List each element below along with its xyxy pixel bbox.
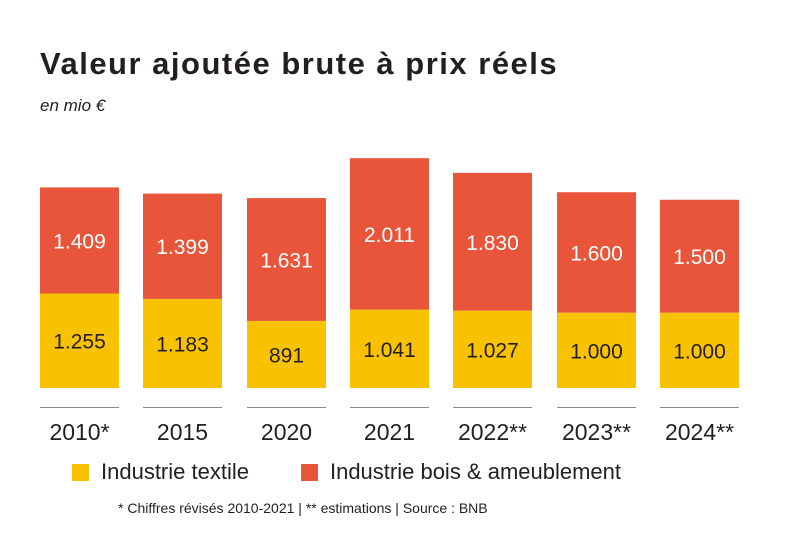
data-label-bois-3: 2.011 [364, 224, 415, 247]
bar-textile-4 [453, 310, 532, 388]
data-label-textile-1: 1.183 [156, 333, 209, 356]
x-tick-label-5: 2023** [562, 419, 631, 445]
footnote: * Chiffres révisés 2010-2021 | ** estima… [118, 500, 488, 516]
data-label-textile-2: 891 [269, 344, 304, 367]
data-label-bois-0: 1.409 [53, 230, 106, 253]
data-label-bois-4: 1.830 [466, 232, 519, 255]
bar-bois-5 [557, 192, 636, 313]
data-label-bois-2: 1.631 [260, 250, 313, 273]
legend-swatch-bois [300, 463, 318, 481]
bar-textile-3 [350, 309, 429, 388]
data-label-textile-5: 1.000 [570, 340, 623, 363]
x-tick-label-4: 2022** [458, 419, 527, 445]
legend-label-textile: Industrie textile [101, 459, 249, 484]
x-tick-label-6: 2024** [665, 419, 734, 445]
data-label-textile-4: 1.027 [466, 339, 519, 362]
bar-textile-5 [557, 312, 636, 388]
legend-swatch-textile [72, 463, 89, 481]
bar-bois-2 [247, 198, 326, 321]
bar-textile-1 [143, 298, 222, 388]
chart-title: Valeur ajoutée brute à prix réels [40, 46, 559, 81]
legend: Industrie textile Industrie bois & ameub… [72, 459, 673, 485]
bar-bois-6 [660, 199, 739, 313]
legend-label-bois: Industrie bois & ameublement [329, 459, 622, 484]
data-label-textile-3: 1.041 [363, 339, 416, 362]
x-tick-label-2: 2020 [261, 419, 312, 445]
bar-bois-4 [453, 172, 532, 311]
bar-bois-1 [143, 193, 222, 299]
data-label-bois-6: 1.500 [673, 246, 726, 269]
data-label-textile-6: 1.000 [673, 340, 726, 363]
data-label-bois-5: 1.600 [570, 242, 623, 265]
bar-bois-0 [40, 187, 119, 294]
bar-textile-6 [660, 312, 739, 388]
x-tick-label-3: 2021 [364, 419, 415, 445]
x-tick-label-1: 2015 [157, 419, 208, 445]
x-tick-label-0: 2010* [49, 419, 109, 445]
data-label-bois-1: 1.399 [156, 236, 209, 259]
data-label-textile-0: 1.255 [53, 331, 106, 354]
bar-bois-3 [350, 158, 429, 310]
chart-subtitle: en mio € [40, 96, 106, 115]
legend-item-textile: Industrie textile [72, 459, 249, 485]
bar-textile-2 [247, 320, 326, 388]
legend-item-bois: Industrie bois & ameublement [300, 459, 622, 485]
bar-textile-0 [40, 293, 119, 388]
